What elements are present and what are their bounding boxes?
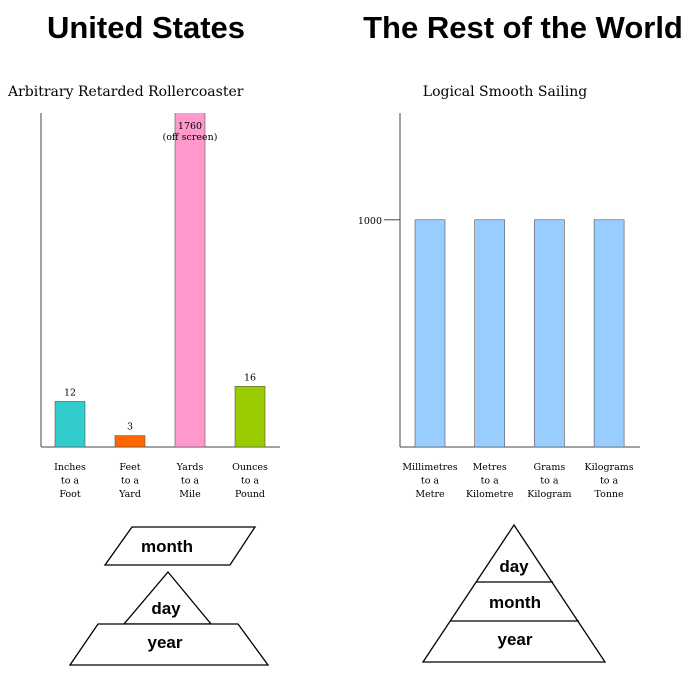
x-tick-label: Kilograms xyxy=(585,462,634,473)
bar xyxy=(234,385,266,448)
chart-title: Arbitrary Retarded Rollercoaster xyxy=(7,84,244,100)
pyramid-label: month xyxy=(489,593,541,612)
pyramid-label: day xyxy=(499,557,529,576)
x-tick-label: Feet xyxy=(119,462,140,473)
x-tick-label: Millimetres xyxy=(402,462,457,473)
x-tick-label: Grams xyxy=(534,462,566,473)
x-tick-label: Kilogram xyxy=(527,489,571,500)
header: The Rest of the World xyxy=(363,10,683,45)
x-tick-label: to a xyxy=(121,476,140,487)
x-tick-label: to a xyxy=(481,476,500,487)
x-tick-label: to a xyxy=(600,476,619,487)
pyramid-label: year xyxy=(498,630,533,649)
pyramid xyxy=(421,523,607,663)
bars xyxy=(54,113,266,448)
x-tick-label: Metre xyxy=(415,489,445,500)
pyramid-part xyxy=(68,623,270,666)
x-tick-label: to a xyxy=(181,476,200,487)
y-tick-label: 1000 xyxy=(358,216,382,227)
value-label: 1760 xyxy=(178,121,202,132)
header: United States xyxy=(47,10,245,45)
pyramid-label: month xyxy=(141,537,193,556)
pyramid-part xyxy=(103,526,257,566)
x-tick-label: Mile xyxy=(179,489,201,500)
x-tick-label: to a xyxy=(540,476,559,487)
x-tick-label: Kilometre xyxy=(466,489,514,500)
annotation: (off screen) xyxy=(162,132,217,143)
x-tick-label: to a xyxy=(61,476,80,487)
x-tick-label: Yard xyxy=(118,489,141,500)
bar xyxy=(534,219,565,448)
bar xyxy=(414,219,446,448)
x-tick-label: Pound xyxy=(235,489,265,500)
x-tick-label: Inches xyxy=(54,462,86,473)
bar xyxy=(114,435,146,448)
bar xyxy=(174,113,206,448)
x-tick-label: to a xyxy=(241,476,260,487)
value-label: 16 xyxy=(244,372,256,383)
x-tick-label: Ounces xyxy=(232,462,268,473)
pyramid-label: year xyxy=(148,633,183,652)
x-tick-label: to a xyxy=(421,476,440,487)
chart-title: Logical Smooth Sailing xyxy=(423,84,587,100)
bar xyxy=(54,401,86,448)
x-tick-label: Tonne xyxy=(595,489,625,500)
x-tick-label: Yards xyxy=(176,462,204,473)
bars xyxy=(414,219,625,448)
x-tick-label: Foot xyxy=(59,489,81,500)
x-tick-label: Metres xyxy=(473,462,507,473)
bar xyxy=(474,219,506,448)
value-label: 12 xyxy=(64,387,76,398)
pyramid-label: day xyxy=(151,599,181,618)
value-label: 3 xyxy=(127,422,133,433)
bar xyxy=(593,219,625,448)
